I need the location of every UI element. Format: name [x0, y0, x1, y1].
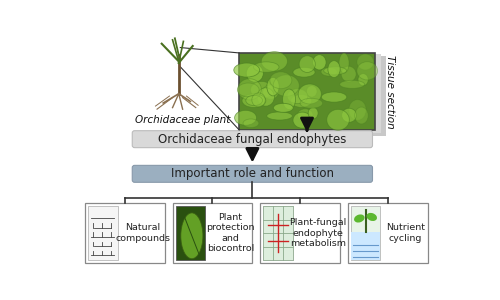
Bar [85, 203, 165, 263]
Text: Tissue section: Tissue section [386, 55, 396, 128]
Ellipse shape [290, 94, 312, 107]
Ellipse shape [341, 66, 356, 82]
Ellipse shape [254, 62, 279, 72]
Bar [263, 233, 273, 247]
Ellipse shape [273, 75, 299, 96]
Bar [283, 206, 292, 220]
Bar [176, 206, 205, 260]
Bar [283, 247, 292, 260]
Bar [263, 206, 273, 220]
Ellipse shape [234, 63, 260, 77]
Bar [172, 203, 252, 263]
Ellipse shape [357, 54, 374, 70]
Bar [88, 206, 118, 260]
Ellipse shape [312, 55, 326, 70]
Bar [273, 220, 283, 233]
Ellipse shape [342, 108, 356, 122]
Ellipse shape [300, 98, 322, 108]
Ellipse shape [322, 92, 347, 102]
Bar [247, 56, 386, 136]
Text: Orchidaceae fungal endophytes: Orchidaceae fungal endophytes [158, 133, 346, 146]
Ellipse shape [267, 77, 279, 96]
Ellipse shape [267, 112, 292, 120]
Bar [273, 233, 283, 247]
Bar [239, 53, 375, 130]
Ellipse shape [293, 68, 315, 77]
Ellipse shape [252, 93, 266, 107]
Ellipse shape [321, 68, 337, 76]
Ellipse shape [293, 112, 312, 128]
Bar [351, 232, 380, 260]
Bar [263, 206, 292, 260]
Ellipse shape [243, 119, 259, 128]
Bar [244, 55, 381, 133]
Bar [351, 206, 380, 260]
Ellipse shape [324, 67, 346, 75]
Ellipse shape [246, 95, 262, 106]
Bar [260, 203, 340, 263]
Ellipse shape [270, 72, 292, 89]
Ellipse shape [357, 62, 378, 80]
Bar [283, 233, 292, 247]
FancyBboxPatch shape [132, 131, 372, 148]
Text: Plant-fungal
endophyte
metabolism: Plant-fungal endophyte metabolism [289, 218, 346, 248]
Bar [263, 220, 273, 233]
Ellipse shape [366, 213, 377, 221]
Ellipse shape [257, 88, 274, 106]
Bar [348, 203, 428, 263]
Ellipse shape [306, 86, 317, 97]
Text: Important role and function: Important role and function [171, 167, 334, 180]
Text: Orchidaceae plant: Orchidaceae plant [135, 115, 230, 125]
Ellipse shape [282, 89, 296, 110]
Ellipse shape [355, 107, 368, 124]
Ellipse shape [238, 83, 259, 97]
Bar [273, 247, 283, 260]
Ellipse shape [274, 103, 293, 112]
Ellipse shape [298, 84, 322, 104]
Ellipse shape [298, 109, 313, 121]
FancyBboxPatch shape [132, 165, 372, 182]
Ellipse shape [328, 61, 340, 78]
Ellipse shape [262, 85, 278, 99]
Bar [283, 220, 292, 233]
Bar [273, 206, 283, 220]
Ellipse shape [327, 110, 349, 130]
Ellipse shape [354, 214, 364, 223]
Ellipse shape [358, 74, 368, 86]
Ellipse shape [339, 53, 349, 73]
Ellipse shape [234, 110, 256, 125]
Bar [263, 247, 273, 260]
Ellipse shape [246, 64, 264, 82]
Ellipse shape [299, 56, 316, 73]
Ellipse shape [242, 94, 266, 107]
Ellipse shape [181, 213, 203, 259]
Ellipse shape [349, 100, 366, 120]
Ellipse shape [250, 81, 273, 98]
Ellipse shape [238, 79, 262, 100]
Ellipse shape [262, 52, 287, 71]
Ellipse shape [308, 107, 318, 119]
Text: Nutrient
cycling: Nutrient cycling [386, 224, 425, 243]
Text: Plant
protection
and
biocontrol: Plant protection and biocontrol [206, 213, 254, 253]
Ellipse shape [340, 80, 364, 88]
Text: Natural
compounds: Natural compounds [115, 224, 170, 243]
Ellipse shape [287, 89, 308, 104]
